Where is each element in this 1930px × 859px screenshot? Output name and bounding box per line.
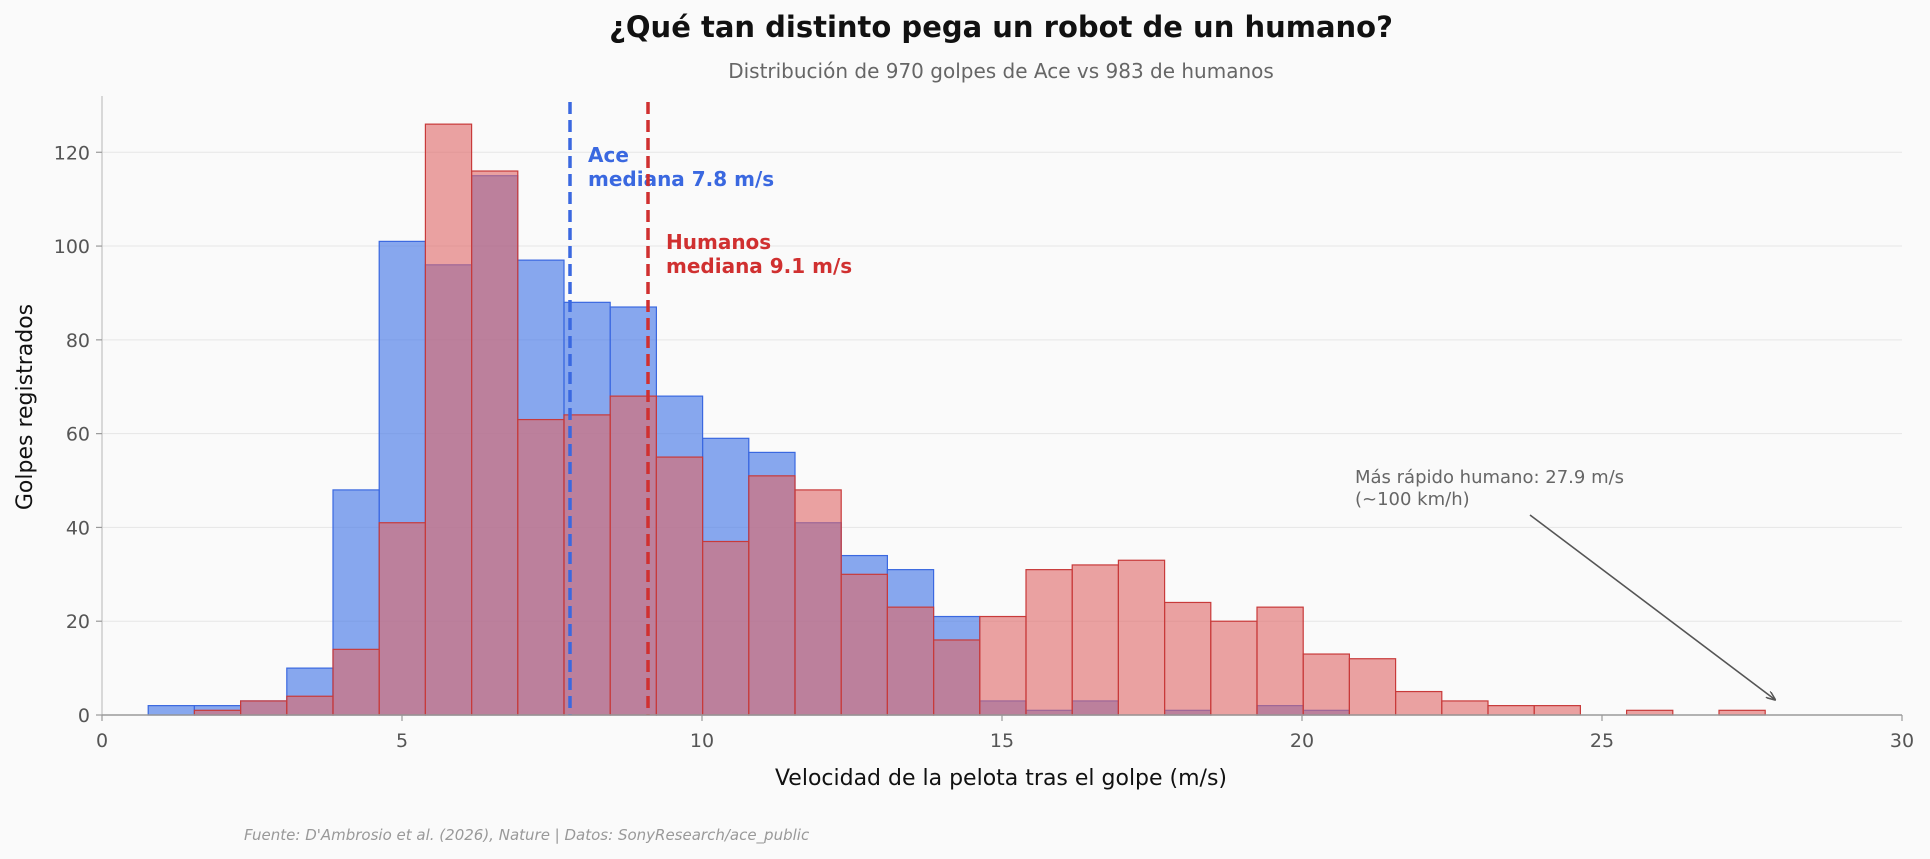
humanos-bar-12 [701, 540, 750, 716]
humanos-bar-26 [1348, 658, 1397, 716]
ace-median-label-line1: Ace [588, 143, 629, 167]
humanos-bar-15 [840, 573, 889, 716]
humanos-median-label-line1: Humanos [666, 230, 771, 254]
y-tick-label-40: 40 [66, 517, 90, 539]
humanos-bar-23 [1210, 620, 1258, 716]
humanos-bar-20 [1071, 564, 1119, 716]
tick-labels: 0 5 10 15 20 25 30 0 20 40 60 80 100 120 [54, 142, 1914, 752]
humanos-bar-13 [748, 475, 796, 716]
annotation-arrow [1529, 514, 1775, 700]
x-tick-label-20: 20 [1290, 730, 1314, 752]
source-note: Fuente: D'Ambrosio et al. (2026), Nature… [244, 826, 810, 845]
humanos-bar-11 [655, 456, 704, 716]
humanos-bar-19 [1025, 569, 1073, 716]
x-tick-label-15: 15 [990, 730, 1014, 752]
humanos-bar-29 [1487, 705, 1535, 716]
y-tick-label-80: 80 [66, 330, 90, 352]
humanos-bar-7 [471, 170, 519, 716]
x-axis-label: Velocidad de la pelota tras el golpe (m/… [775, 766, 1227, 791]
y-tick-label-100: 100 [54, 236, 90, 258]
humanos-median-label-line2: mediana 9.1 m/s [666, 254, 852, 278]
humanos-bar-5 [378, 522, 427, 716]
x-tick-label-5: 5 [396, 730, 408, 752]
y-tick-label-120: 120 [54, 142, 90, 164]
humanos-bar-8 [517, 418, 565, 716]
ace-median-label-line2: mediana 7.8 m/s [588, 167, 774, 191]
ace-bar-0 [147, 705, 195, 716]
humanos-bar-4 [332, 648, 380, 716]
humanos-bar-25 [1302, 653, 1350, 716]
chart-title: ¿Qué tan distinto pega un robot de un hu… [609, 10, 1393, 44]
humanos-bar-17 [932, 639, 981, 716]
y-tick-label-0: 0 [78, 705, 90, 727]
y-tick-label-60: 60 [66, 424, 90, 446]
fastest-human-annotation: Más rápido humano: 27.9 m/s (~100 km/h) [1355, 467, 1775, 700]
annotation-line2: (~100 km/h) [1355, 489, 1470, 510]
humanos-bar-2 [240, 700, 288, 716]
annotation-line1: Más rápido humano: 27.9 m/s [1355, 467, 1624, 488]
x-tick-label-0: 0 [96, 730, 108, 752]
y-axis-label: Golpes registrados [13, 304, 38, 510]
humanos-bar-14 [794, 489, 842, 716]
humanos-bar-18 [979, 615, 1027, 716]
humanos-bars [193, 123, 1766, 716]
humanos-bar-27 [1394, 690, 1443, 716]
x-tick-label-10: 10 [690, 730, 714, 752]
x-tick-label-25: 25 [1590, 730, 1614, 752]
chart-subtitle: Distribución de 970 golpes de Ace vs 983… [728, 59, 1274, 83]
humanos-bar-24 [1256, 606, 1304, 716]
humanos-bar-28 [1441, 700, 1489, 716]
humanos-bar-21 [1117, 559, 1166, 716]
humanos-bar-22 [1163, 601, 1212, 716]
humanos-bar-3 [286, 695, 334, 716]
y-tick-label-20: 20 [66, 611, 90, 633]
humanos-bar-6 [424, 123, 473, 716]
x-tick-label-30: 30 [1890, 730, 1914, 752]
humanos-bar-30 [1533, 705, 1581, 716]
humanos-bar-16 [886, 606, 935, 716]
